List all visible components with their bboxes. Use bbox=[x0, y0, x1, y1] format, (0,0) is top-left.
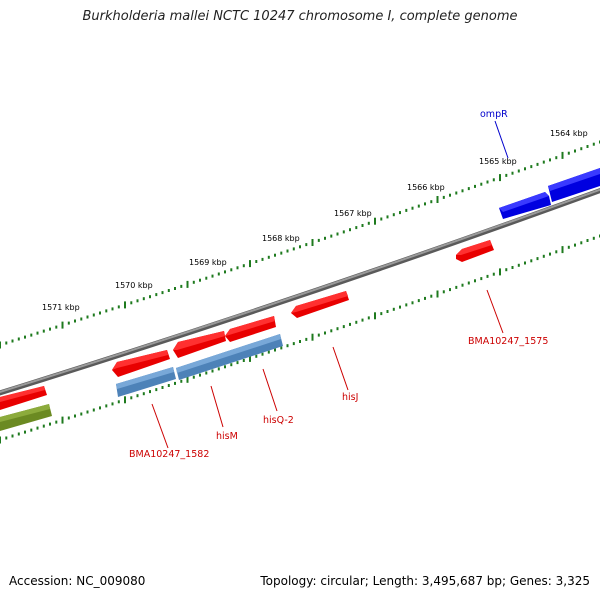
accession-text: Accession: NC_009080 bbox=[9, 574, 146, 588]
kbp-label: 1568 kbp bbox=[262, 234, 300, 243]
kbp-label: 1571 kbp bbox=[42, 303, 80, 312]
gene-label-ompR: ompR bbox=[480, 109, 508, 120]
gene-label-BMA10247_1582: BMA10247_1582 bbox=[129, 449, 209, 460]
kbp-label: 1565 kbp bbox=[479, 157, 517, 166]
label-leader-hisM bbox=[210, 385, 224, 428]
label-leader-BMA10247_1582 bbox=[151, 403, 169, 449]
gene-label-hisQ-2: hisQ-2 bbox=[263, 415, 294, 426]
gene-ompR[interactable] bbox=[499, 192, 551, 219]
inner-tick-ring bbox=[0, 234, 600, 444]
kbp-label: 1569 kbp bbox=[189, 258, 227, 267]
gene-label-BMA10247_1575: BMA10247_1575 bbox=[468, 336, 548, 347]
gene-hisM-red[interactable] bbox=[173, 331, 226, 358]
gene-hisQ-2[interactable] bbox=[176, 334, 283, 380]
kbp-label: 1567 kbp bbox=[334, 209, 372, 218]
label-leader-ompR bbox=[494, 120, 509, 159]
label-leader-hisQ-2 bbox=[262, 368, 278, 412]
gene-reverse-left[interactable] bbox=[0, 386, 47, 410]
kbp-label: 1570 kbp bbox=[115, 281, 153, 290]
kbp-label: 1564 kbp bbox=[550, 129, 588, 138]
gene-olive[interactable] bbox=[0, 404, 52, 431]
map-title: Burkholderia mallei NCTC 10247 chromosom… bbox=[82, 9, 518, 24]
label-leader-BMA10247_1575 bbox=[486, 289, 504, 334]
gene-forward-2[interactable] bbox=[548, 168, 600, 202]
gene-label-hisM: hisM bbox=[216, 431, 238, 442]
gene-hisJ[interactable] bbox=[291, 291, 349, 318]
gene-BMA10247_1582[interactable] bbox=[116, 367, 176, 397]
gene-hisQ-2-red[interactable] bbox=[225, 316, 276, 342]
genome-summary-text: Topology: circular; Length: 3,495,687 bp… bbox=[260, 574, 590, 588]
gene-BMA10247_1575[interactable] bbox=[456, 240, 494, 262]
gene-BMA10247_1582-red[interactable] bbox=[112, 350, 170, 377]
chromosome-backbone bbox=[0, 187, 600, 396]
outer-tick-ring bbox=[0, 140, 600, 349]
kbp-label: 1566 kbp bbox=[407, 183, 445, 192]
label-leader-hisJ bbox=[332, 346, 349, 391]
gene-label-hisJ: hisJ bbox=[342, 392, 358, 403]
